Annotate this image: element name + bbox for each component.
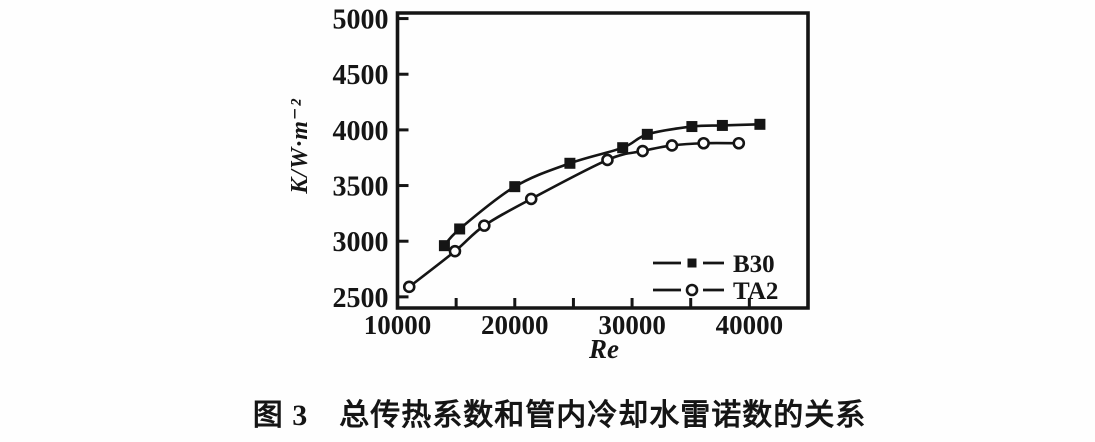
data-point-ta2 xyxy=(601,153,614,167)
legend-label-ta2: TA2 xyxy=(733,278,778,305)
legend-label-b30: B30 xyxy=(733,251,775,278)
plot-frame xyxy=(395,11,810,310)
data-point-b30 xyxy=(754,118,766,130)
legend-marker-b30 xyxy=(687,258,697,268)
figure-caption: 图 3 总传热系数和管内冷却水雷诺数的关系 xyxy=(252,399,867,432)
data-point-ta2 xyxy=(402,280,416,294)
data-point-ta2 xyxy=(697,136,710,150)
x-tick-label: 30000 xyxy=(598,310,666,340)
data-point-ta2 xyxy=(732,136,746,150)
data-point-b30 xyxy=(509,181,521,193)
data-point-b30 xyxy=(716,119,728,131)
y-tick-label: 3500 xyxy=(333,172,389,203)
chart-canvas: 10000 20000 30000 40000 2500 3000 3500 4000 4500… xyxy=(333,5,810,340)
data-point-ta2 xyxy=(448,244,462,258)
x-tick-label: 20000 xyxy=(481,310,549,340)
y-tick-label: 5000 xyxy=(333,5,389,36)
y-tick-label: 4000 xyxy=(333,116,389,147)
data-point-b30 xyxy=(564,157,576,169)
x-axis-label: Re xyxy=(589,334,619,364)
data-point-ta2 xyxy=(477,219,491,232)
x-tick-label: 40000 xyxy=(716,310,784,340)
data-point-ta2 xyxy=(636,144,649,158)
y-tick-label: 3000 xyxy=(333,227,389,258)
data-point-b30 xyxy=(454,223,466,235)
y-axis-label: K/W·m⁻² xyxy=(287,98,313,194)
y-tick-label: 4500 xyxy=(333,60,389,91)
data-point-ta2 xyxy=(524,192,538,206)
data-point-b30 xyxy=(438,240,450,252)
x-tick-label: 10000 xyxy=(364,310,432,340)
data-point-b30 xyxy=(641,128,653,140)
data-point-b30 xyxy=(617,142,629,154)
data-point-ta2 xyxy=(665,139,679,152)
data-point-b30 xyxy=(686,121,698,133)
legend-marker-ta2 xyxy=(685,283,699,297)
y-tick-label: 2500 xyxy=(333,283,389,314)
